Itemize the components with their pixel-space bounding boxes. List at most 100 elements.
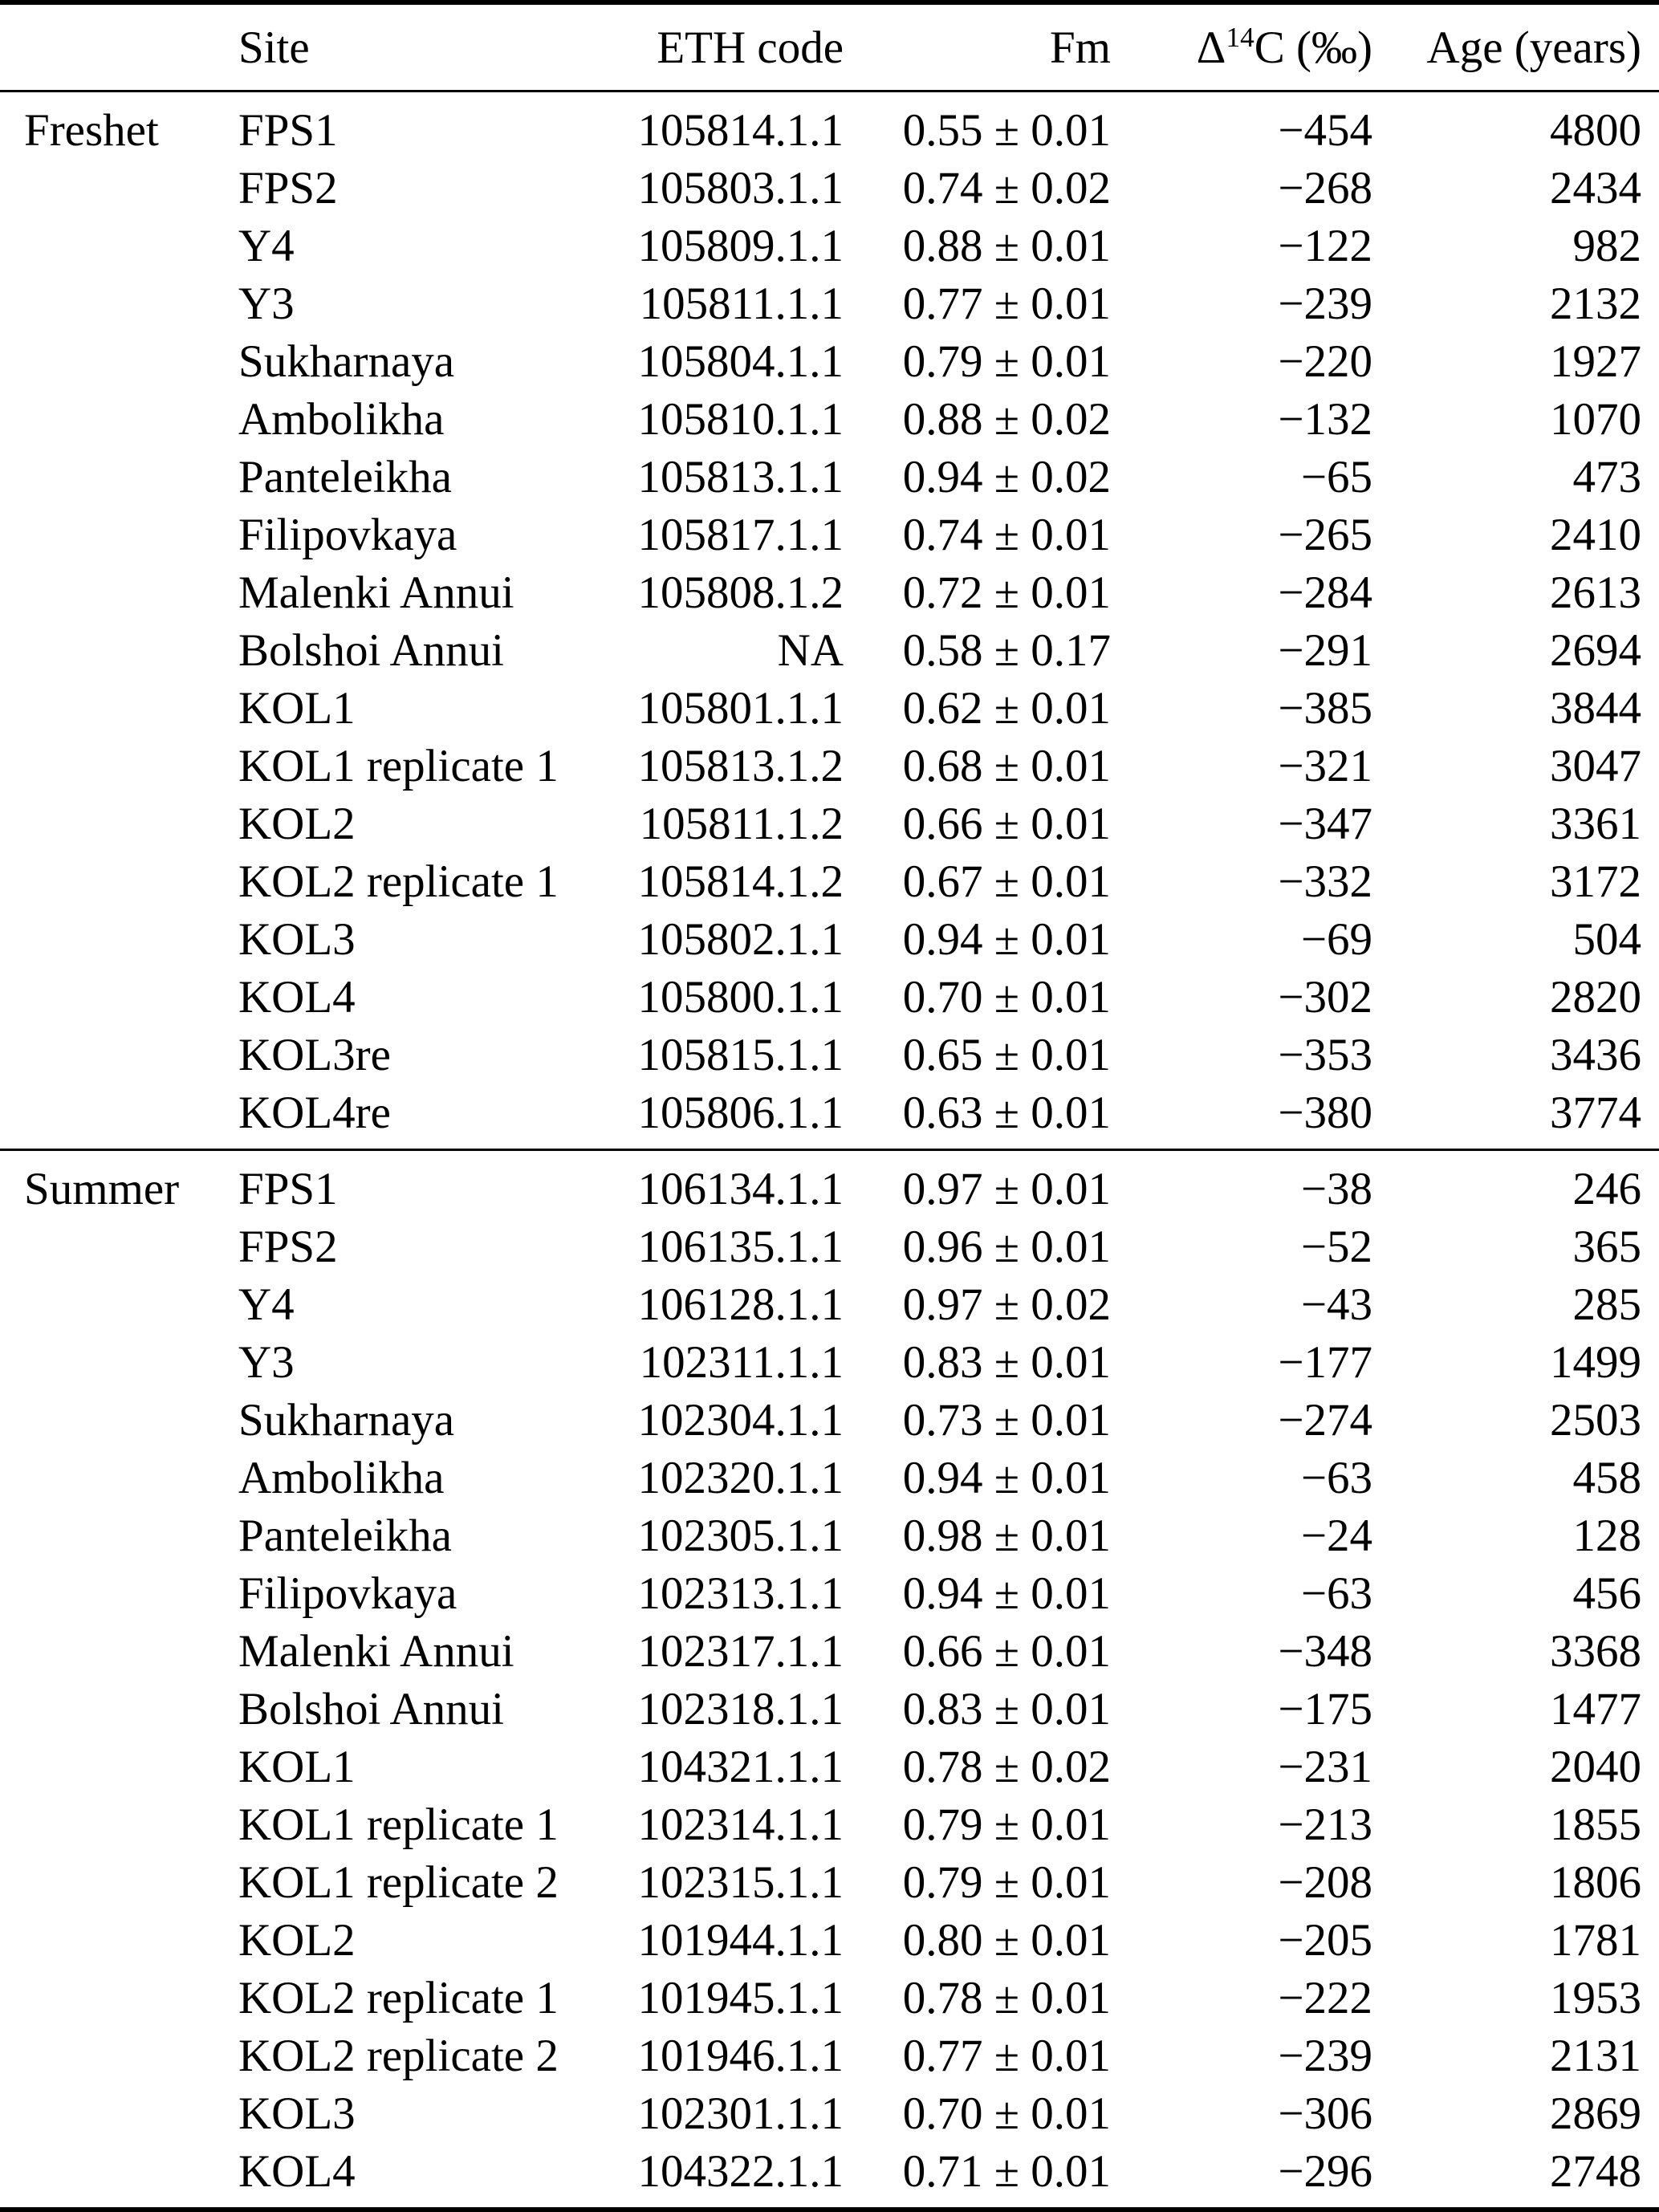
table-row: KOL2 105811.1.2 0.66 ± 0.01 −347 3361: [0, 795, 1659, 852]
age-cell: 1927: [1550, 335, 1641, 387]
eth-code-cell: 105813.1.1: [637, 451, 844, 502]
table-row: KOL1 replicate 2 102315.1.1 0.79 ± 0.01 −20…: [0, 1853, 1659, 1911]
table-row: KOL1 replicate 1 105813.1.2 0.68 ± 0.01 −32…: [0, 737, 1659, 795]
season-label: [0, 159, 238, 217]
d14c-cell: −353: [1278, 1029, 1372, 1080]
age-cell: 3844: [1550, 682, 1641, 734]
d14c-cell: −231: [1278, 1741, 1372, 1792]
age-cell: 285: [1572, 1279, 1642, 1330]
age-cell: 2434: [1550, 162, 1641, 213]
site-cell: Filipovkaya: [238, 509, 457, 560]
fm-cell: 0.66 ± 0.01: [902, 1625, 1111, 1677]
table-row: Freshet FPS1 105814.1.1 0.55 ± 0.01 −454 4800: [0, 91, 1659, 160]
fm-cell: 0.88 ± 0.01: [902, 220, 1111, 271]
table-row: Filipovkaya 105817.1.1 0.74 ± 0.01 −265 2410: [0, 506, 1659, 563]
fm-cell: 0.83 ± 0.01: [902, 1336, 1111, 1388]
table-row: Y4 105809.1.1 0.88 ± 0.01 −122 982: [0, 217, 1659, 274]
table-row: KOL4 104322.1.1 0.71 ± 0.01 −296 2748: [0, 2142, 1659, 2210]
fm-cell: 0.96 ± 0.01: [902, 1221, 1111, 1272]
season-label: Summer: [24, 1163, 180, 1214]
age-cell: 1953: [1550, 1972, 1641, 2023]
age-cell: 3047: [1550, 740, 1641, 791]
fm-cell: 0.94 ± 0.02: [902, 451, 1111, 502]
fm-cell: 0.79 ± 0.01: [902, 1799, 1111, 1850]
table-row: FPS2 105803.1.1 0.74 ± 0.02 −268 2434: [0, 159, 1659, 217]
site-cell: Sukharnaya: [238, 1394, 455, 1446]
site-cell: KOL2 replicate 2: [238, 2030, 559, 2081]
season-label: [0, 1218, 238, 1275]
site-cell: KOL4: [238, 971, 356, 1023]
fm-cell: 0.72 ± 0.01: [902, 567, 1111, 618]
fm-cell: 0.94 ± 0.01: [902, 1452, 1111, 1503]
age-cell: 4800: [1550, 104, 1641, 156]
season-label: [0, 2142, 238, 2210]
eth-code-cell: 102313.1.1: [637, 1568, 844, 1619]
table-row: Y3 105811.1.1 0.77 ± 0.01 −239 2132: [0, 274, 1659, 332]
d14c-cell: −284: [1278, 567, 1372, 618]
age-cell: 3368: [1550, 1625, 1641, 1677]
section-freshet: Freshet FPS1 105814.1.1 0.55 ± 0.01 −454 4800…: [0, 91, 1659, 1150]
site-cell: KOL4: [238, 2145, 356, 2197]
site-cell: Malenki Annui: [238, 567, 514, 618]
eth-code-cell: 105806.1.1: [637, 1087, 844, 1138]
site-cell: KOL1: [238, 1741, 356, 1792]
eth-code-cell: 102315.1.1: [637, 1856, 844, 1908]
fm-cell: 0.62 ± 0.01: [902, 682, 1111, 734]
d14c-cell: −65: [1300, 451, 1372, 502]
header-row: Site ETH code Fm Δ14C (‰) Age (years): [0, 2, 1659, 92]
season-label: [0, 1738, 238, 1795]
age-cell: 2613: [1550, 567, 1641, 618]
table-row: Y3 102311.1.1 0.83 ± 0.01 −177 1499: [0, 1333, 1659, 1391]
d14c-cell: −24: [1300, 1510, 1372, 1561]
age-cell: 1855: [1550, 1799, 1641, 1850]
site-cell: FPS1: [238, 104, 338, 156]
eth-code-cell: NA: [777, 624, 844, 676]
d14c-cell: −306: [1278, 2088, 1372, 2139]
season-label: [0, 1853, 238, 1911]
table-row: KOL1 replicate 1 102314.1.1 0.79 ± 0.01 −21…: [0, 1795, 1659, 1853]
season-label: [0, 1564, 238, 1622]
table-row: FPS2 106135.1.1 0.96 ± 0.01 −52 365: [0, 1218, 1659, 1275]
d14c-cell: −122: [1278, 220, 1372, 271]
site-cell: FPS2: [238, 1221, 338, 1272]
table-row: Malenki Annui 102317.1.1 0.66 ± 0.01 −348 33…: [0, 1622, 1659, 1680]
season-label: [0, 1026, 238, 1084]
age-cell: 1499: [1550, 1336, 1641, 1388]
d14c-cell: −268: [1278, 162, 1372, 213]
table-row: KOL2 replicate 1 101945.1.1 0.78 ± 0.01 −22…: [0, 1969, 1659, 2027]
season-label: [0, 217, 238, 274]
season-label: [0, 448, 238, 506]
age-cell: 982: [1572, 220, 1642, 271]
eth-code-cell: 102317.1.1: [637, 1625, 844, 1677]
eth-code-cell: 102314.1.1: [637, 1799, 844, 1850]
eth-code-cell: 102318.1.1: [637, 1683, 844, 1734]
eth-code-cell: 101944.1.1: [637, 1914, 844, 1966]
table-row: Sukharnaya 102304.1.1 0.73 ± 0.01 −274 2503: [0, 1391, 1659, 1449]
fm-cell: 0.74 ± 0.01: [902, 509, 1111, 560]
table-row: Ambolikha 105810.1.1 0.88 ± 0.02 −132 1070: [0, 390, 1659, 448]
season-label: [0, 737, 238, 795]
eth-code-cell: 105802.1.1: [637, 913, 844, 965]
season-label: [0, 274, 238, 332]
fm-cell: 0.94 ± 0.01: [902, 1568, 1111, 1619]
site-cell: KOL1 replicate 2: [238, 1856, 559, 1908]
age-cell: 1806: [1550, 1856, 1641, 1908]
fm-cell: 0.71 ± 0.01: [902, 2145, 1111, 2197]
eth-code-cell: 106135.1.1: [637, 1221, 844, 1272]
age-cell: 2132: [1550, 278, 1641, 329]
d14c-cell: −213: [1278, 1799, 1372, 1850]
eth-code-cell: 102311.1.1: [639, 1336, 844, 1388]
fm-cell: 0.70 ± 0.01: [902, 971, 1111, 1023]
fm-cell: 0.55 ± 0.01: [902, 104, 1111, 156]
site-cell: KOL4re: [238, 1087, 391, 1138]
season-label: Freshet: [24, 104, 159, 156]
age-cell: 3436: [1550, 1029, 1641, 1080]
site-cell: Sukharnaya: [238, 335, 455, 387]
season-label: [0, 795, 238, 852]
table-row: Filipovkaya 102313.1.1 0.94 ± 0.01 −63 456: [0, 1564, 1659, 1622]
eth-code-cell: 102305.1.1: [637, 1510, 844, 1561]
fm-cell: 0.77 ± 0.01: [902, 278, 1111, 329]
eth-code-cell: 105808.1.2: [637, 567, 844, 618]
d14c-cell: −222: [1278, 1972, 1372, 2023]
season-label: [0, 332, 238, 390]
